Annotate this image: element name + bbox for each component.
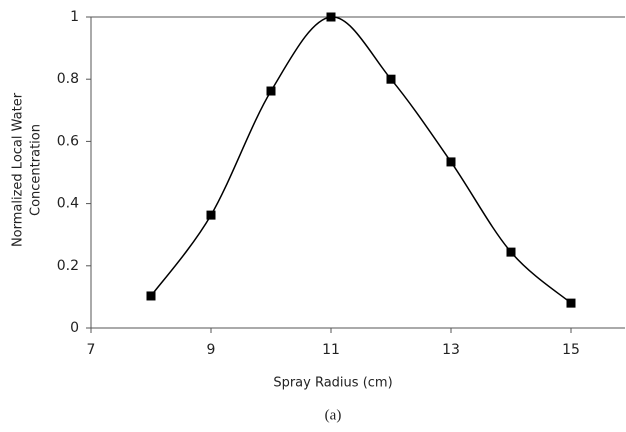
y-tick-label: 0.4 (57, 196, 79, 212)
data-point (386, 74, 396, 84)
x-tick-label: 11 (322, 342, 340, 358)
x-tick-label: 13 (442, 342, 460, 358)
y-tick-label: 0 (70, 320, 79, 336)
y-tick-label: 1 (70, 9, 79, 25)
x-tick-label: 7 (87, 342, 96, 358)
y-tick-label: 0.6 (57, 133, 79, 149)
y-tick-label: 0.2 (57, 258, 79, 274)
data-point (266, 86, 276, 96)
data-point (146, 291, 156, 301)
y-axis-label: Normalized Local Water (11, 92, 26, 247)
x-tick-label: 9 (207, 342, 216, 358)
x-axis-label: Spray Radius (cm) (273, 376, 392, 391)
data-point (326, 12, 336, 22)
data-point (566, 298, 576, 308)
x-tick-label: 15 (562, 342, 580, 358)
data-point (506, 247, 516, 257)
y-tick-label: 0.8 (57, 71, 79, 87)
data-point (206, 210, 216, 220)
data-line (150, 16, 572, 304)
data-point (446, 157, 456, 167)
caption: (a) (325, 407, 342, 423)
y-axis-label: Concentration (29, 124, 44, 216)
